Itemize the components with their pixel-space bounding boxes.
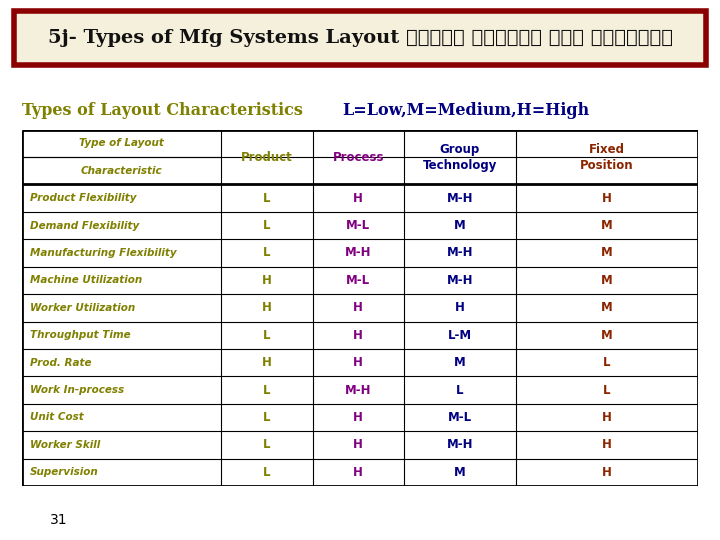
Text: H: H xyxy=(455,301,465,314)
Text: M: M xyxy=(601,246,613,259)
Text: M: M xyxy=(601,219,613,232)
Text: M-L: M-L xyxy=(346,274,370,287)
Text: H: H xyxy=(354,411,364,424)
Text: M: M xyxy=(601,329,613,342)
Text: M: M xyxy=(601,274,613,287)
Text: M-H: M-H xyxy=(345,246,372,259)
Text: Manufacturing Flexibility: Manufacturing Flexibility xyxy=(30,248,176,258)
Text: L: L xyxy=(264,438,271,451)
Text: H: H xyxy=(602,438,612,451)
Text: Characteristic: Characteristic xyxy=(81,166,162,176)
Text: M: M xyxy=(454,219,466,232)
Text: L: L xyxy=(603,356,611,369)
Text: M-H: M-H xyxy=(446,192,473,205)
Text: L: L xyxy=(264,219,271,232)
Text: L: L xyxy=(264,466,271,479)
Text: L: L xyxy=(264,246,271,259)
Text: Throughput Time: Throughput Time xyxy=(30,330,130,340)
Text: H: H xyxy=(354,466,364,479)
Text: Supervision: Supervision xyxy=(30,467,99,477)
Text: Demand Flexibility: Demand Flexibility xyxy=(30,220,139,231)
Text: Worker Utilization: Worker Utilization xyxy=(30,303,135,313)
Text: Worker Skill: Worker Skill xyxy=(30,440,100,450)
Text: Product Flexibility: Product Flexibility xyxy=(30,193,136,203)
Text: L: L xyxy=(264,411,271,424)
Text: M-L: M-L xyxy=(448,411,472,424)
Text: H: H xyxy=(354,301,364,314)
Text: H: H xyxy=(354,192,364,205)
Text: M-H: M-H xyxy=(345,383,372,396)
Text: H: H xyxy=(602,192,612,205)
Text: Product: Product xyxy=(241,151,293,164)
Text: L: L xyxy=(264,329,271,342)
Text: H: H xyxy=(262,274,272,287)
Text: L-M: L-M xyxy=(448,329,472,342)
Text: H: H xyxy=(354,329,364,342)
Text: 31: 31 xyxy=(50,512,68,526)
Text: M-H: M-H xyxy=(446,438,473,451)
Text: H: H xyxy=(602,466,612,479)
Text: L: L xyxy=(603,383,611,396)
Text: Process: Process xyxy=(333,151,384,164)
Text: H: H xyxy=(354,356,364,369)
Text: L=Low,M=Medium,H=High: L=Low,M=Medium,H=High xyxy=(342,102,589,119)
Text: Type of Layout: Type of Layout xyxy=(79,138,164,149)
FancyBboxPatch shape xyxy=(14,11,706,65)
Text: M: M xyxy=(601,301,613,314)
Text: H: H xyxy=(602,411,612,424)
Text: L: L xyxy=(456,383,464,396)
Text: Machine Utilization: Machine Utilization xyxy=(30,275,142,285)
Text: H: H xyxy=(354,438,364,451)
Text: Unit Cost: Unit Cost xyxy=(30,413,84,422)
Text: Types of Layout Characteristics: Types of Layout Characteristics xyxy=(22,102,308,119)
Text: L: L xyxy=(264,383,271,396)
Text: M-H: M-H xyxy=(446,274,473,287)
Text: Fixed
Position: Fixed Position xyxy=(580,143,634,172)
Text: Group
Technology: Group Technology xyxy=(423,143,497,172)
Text: 5j- Types of Mfg Systems Layout أنواع مخططات نظم التصنيع: 5j- Types of Mfg Systems Layout أنواع مخ… xyxy=(48,29,672,47)
Text: Work In-process: Work In-process xyxy=(30,385,124,395)
Text: M-L: M-L xyxy=(346,219,370,232)
Text: H: H xyxy=(262,301,272,314)
Text: L: L xyxy=(264,192,271,205)
Text: Prod. Rate: Prod. Rate xyxy=(30,357,91,368)
Text: M: M xyxy=(454,466,466,479)
Text: M: M xyxy=(454,356,466,369)
Text: H: H xyxy=(262,356,272,369)
Text: M-H: M-H xyxy=(446,246,473,259)
